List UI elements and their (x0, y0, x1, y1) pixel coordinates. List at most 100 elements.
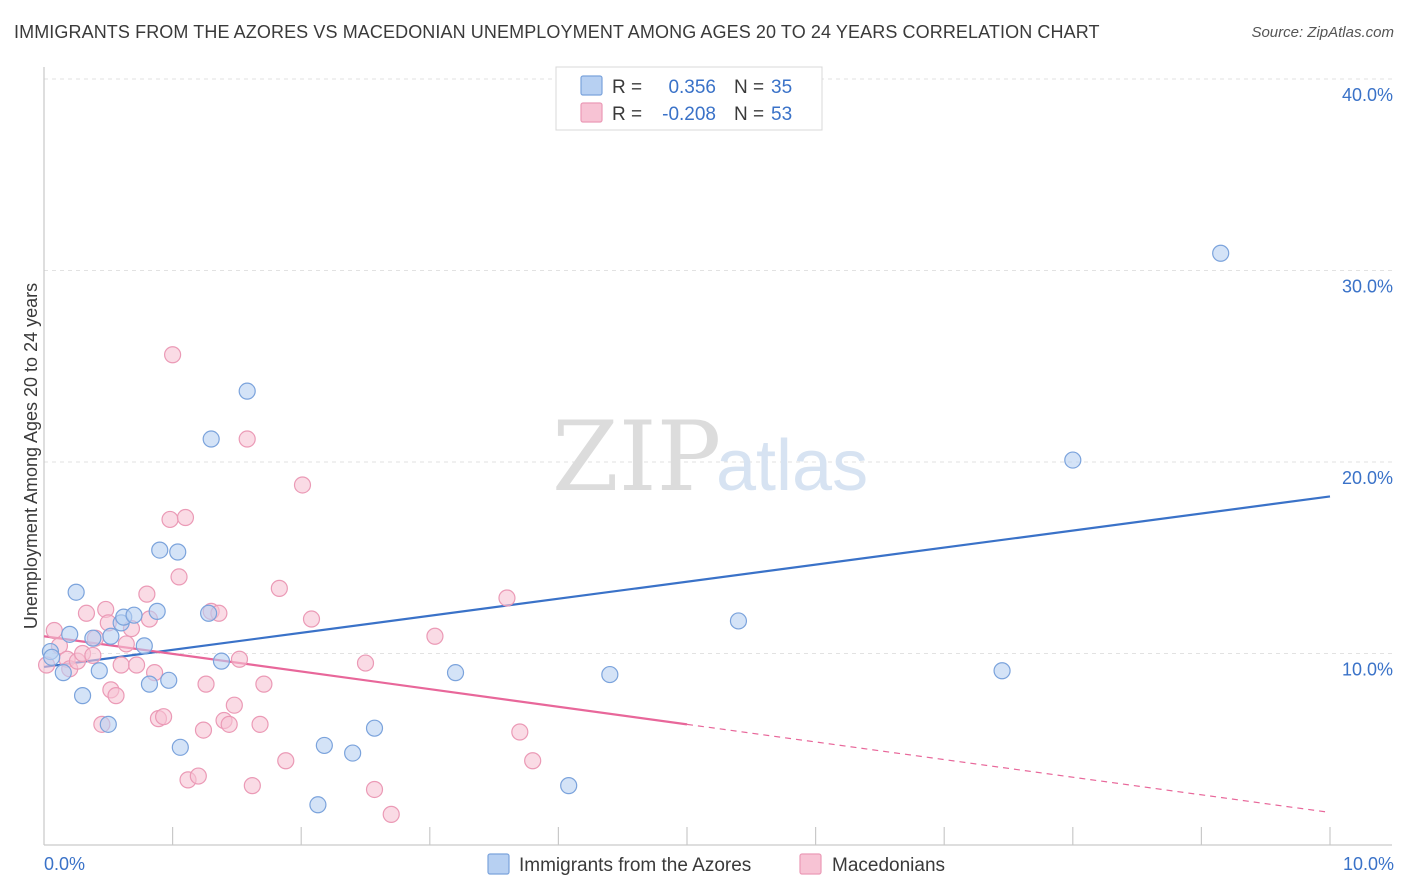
azores-point (344, 744, 362, 762)
macedonian-point (365, 780, 384, 799)
azores-point (171, 738, 189, 756)
macedonian-point (356, 654, 375, 672)
macedonian-point (194, 721, 213, 739)
macedonian-point (154, 708, 173, 726)
macedonian-point (176, 508, 195, 527)
macedonian-point (220, 715, 238, 733)
y-tick-labels: 10.0% 20.0% 30.0% 40.0% (1342, 85, 1393, 680)
axes (43, 67, 1392, 846)
macedonian-point (255, 675, 273, 693)
x-tick-label-max: 10.0% (1343, 854, 1394, 874)
azores-point (315, 736, 333, 755)
macedonian-point (138, 585, 156, 603)
macedonian-point (524, 752, 542, 770)
macedonian-point (170, 568, 188, 586)
azores-point (84, 629, 102, 647)
series-legend: Immigrants from the Azores Macedonians (487, 853, 945, 876)
stats-r-value-macedonians: -0.208 (662, 104, 716, 125)
azores-point (169, 543, 187, 561)
stats-n-value-azores: 35 (771, 77, 792, 98)
macedonian-point (189, 767, 207, 785)
legend-swatch-macedonians (799, 853, 822, 875)
data-points (37, 244, 1230, 823)
azores-point (601, 665, 619, 684)
azores-point (135, 637, 153, 655)
macedonian-point (302, 610, 321, 628)
azores-point (67, 583, 85, 601)
x-tick-label-min: 0.0% (44, 854, 85, 874)
macedonian-point (127, 656, 146, 674)
azores-point (212, 652, 231, 670)
stats-legend: R = 0.356 N = 35 R = -0.208 N = 53 (555, 66, 823, 131)
azores-point (160, 671, 178, 689)
chart-source: Source: ZipAtlas.com (1251, 24, 1394, 41)
macedonian-point (197, 675, 215, 693)
watermark-zip: ZIP (552, 401, 721, 513)
gridlines (44, 78, 1392, 654)
macedonian-trend-extension (686, 723, 1331, 814)
legend-label-azores: Immigrants from the Azores (519, 855, 751, 876)
macedonian-point (498, 589, 516, 607)
macedonian-point (225, 696, 243, 714)
azores-point (43, 648, 61, 666)
azores-point (140, 675, 159, 693)
macedonian-point (382, 805, 400, 823)
azores-point (200, 604, 218, 622)
azores-point (125, 606, 143, 624)
azores-point (54, 664, 72, 682)
azores-point (238, 382, 256, 400)
macedonian-point (243, 777, 261, 795)
y-tick-label: 40.0% (1342, 85, 1393, 105)
y-tick-label: 20.0% (1342, 468, 1393, 488)
macedonian-point (112, 656, 130, 674)
azores-point (99, 715, 117, 733)
azores-point (729, 612, 748, 630)
macedonian-point (117, 635, 135, 653)
azores-point (365, 719, 384, 737)
stats-r-label-azores: R = (612, 77, 642, 98)
stats-swatch-azores (580, 75, 603, 96)
azores-trend-line (43, 495, 1331, 668)
stats-swatch-macedonians (580, 102, 603, 123)
stats-r-label-macedonians: R = (612, 104, 642, 125)
azores-point (90, 662, 108, 680)
macedonian-point (293, 476, 312, 494)
stats-n-label-azores: N = (734, 77, 764, 98)
macedonian-point (511, 723, 529, 741)
stats-n-label-macedonians: N = (734, 104, 764, 125)
legend-label-macedonians: Macedonians (832, 855, 945, 876)
azores-point (1212, 244, 1230, 262)
stats-n-value-macedonians: 53 (771, 104, 792, 125)
macedonian-point (77, 604, 96, 622)
chart-title: IMMIGRANTS FROM THE AZORES VS MACEDONIAN… (14, 22, 1100, 42)
macedonian-point (45, 621, 63, 640)
macedonian-point (426, 627, 444, 645)
azores-point (309, 796, 327, 814)
azores-point (1064, 451, 1082, 469)
macedonian-point (277, 752, 295, 770)
macedonian-point (251, 715, 269, 733)
azores-point (560, 777, 578, 795)
watermark-atlas: atlas (716, 426, 868, 506)
stats-r-value-azores: 0.356 (668, 77, 716, 98)
macedonian-point (164, 346, 182, 364)
y-tick-label: 30.0% (1342, 277, 1393, 297)
azores-point (446, 664, 465, 682)
macedonian-point (84, 646, 102, 665)
legend-swatch-azores (487, 853, 510, 875)
azores-point (151, 541, 169, 559)
macedonian-point (238, 430, 256, 448)
macedonian-point (161, 510, 179, 529)
azores-point (202, 430, 220, 448)
azores-point (102, 627, 120, 645)
azores-point (61, 625, 79, 643)
y-tick-label: 10.0% (1342, 660, 1393, 680)
macedonian-point (270, 579, 288, 597)
y-axis-label: Unemployment Among Ages 20 to 24 years (21, 283, 41, 629)
macedonian-point (230, 650, 249, 668)
azores-point (148, 602, 166, 620)
azores-point (73, 687, 92, 705)
macedonian-point (107, 687, 125, 705)
azores-point (993, 662, 1011, 680)
